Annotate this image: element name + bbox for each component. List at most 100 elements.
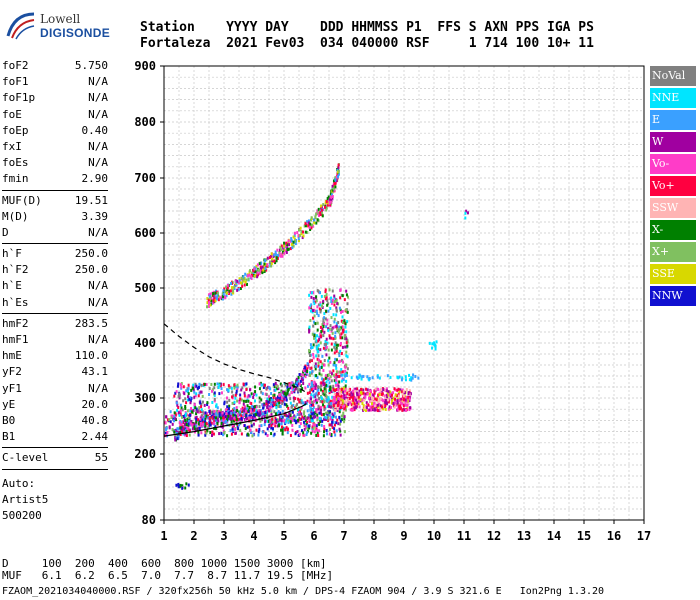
echo-point xyxy=(399,406,402,410)
echo-point xyxy=(261,416,264,420)
echo-point xyxy=(322,381,325,385)
echo-point xyxy=(321,377,324,381)
echo-point xyxy=(311,425,314,429)
echo-point xyxy=(373,391,376,395)
echo-point xyxy=(193,390,196,394)
echo-point xyxy=(402,392,405,396)
echo-point xyxy=(213,409,216,413)
echo-point xyxy=(316,357,319,361)
echo-point xyxy=(258,396,261,400)
echo-point xyxy=(299,422,302,426)
echo-point xyxy=(183,392,186,396)
second-hop-point xyxy=(266,256,269,260)
echo-point xyxy=(330,387,333,391)
echo-point xyxy=(345,404,348,408)
echo-point xyxy=(235,391,238,395)
echo-point xyxy=(340,394,343,398)
echo-point xyxy=(369,408,372,412)
echo-point xyxy=(318,366,321,370)
echo-point xyxy=(249,401,252,405)
x-tick-label: 5 xyxy=(280,529,287,543)
second-hop-point xyxy=(234,283,237,287)
echo-point xyxy=(320,330,323,334)
separator xyxy=(2,447,108,449)
echo-point xyxy=(332,337,335,341)
echo-point xyxy=(198,406,201,410)
second-hop-point xyxy=(330,193,333,197)
echo-point xyxy=(247,399,250,403)
echo-point xyxy=(329,399,332,403)
echo-point xyxy=(346,401,349,405)
echo-point xyxy=(343,420,346,424)
echo-point xyxy=(402,389,405,393)
echo-point xyxy=(205,382,208,386)
second-hop-point xyxy=(209,292,212,296)
o-trace-point xyxy=(213,421,216,425)
y-tick-label: 800 xyxy=(134,115,156,129)
echo-point xyxy=(325,342,328,346)
echo-point xyxy=(316,321,319,325)
echo-point xyxy=(466,211,469,215)
o-trace-point xyxy=(197,426,200,430)
echo-point xyxy=(331,289,334,293)
second-hop-point xyxy=(257,268,260,272)
param-value: 3.39 xyxy=(81,209,109,223)
echo-point xyxy=(305,401,308,405)
echo-point xyxy=(229,385,232,389)
echo-point xyxy=(428,341,431,345)
echo-point xyxy=(233,386,236,390)
echo-point xyxy=(324,390,327,394)
echo-point xyxy=(328,334,331,338)
o-trace-point xyxy=(253,408,256,412)
echo-point xyxy=(284,383,287,387)
echo-point xyxy=(285,414,288,418)
echo-point xyxy=(319,406,322,410)
echo-point xyxy=(178,413,181,417)
second-hop-point xyxy=(280,248,283,252)
second-hop-point xyxy=(300,232,303,236)
echo-point xyxy=(314,423,317,427)
echo-point xyxy=(329,375,332,379)
echo-point xyxy=(213,386,216,390)
separator xyxy=(2,243,108,245)
echo-point xyxy=(311,410,314,414)
echo-point xyxy=(412,373,415,377)
echo-point xyxy=(316,345,319,349)
o-trace-point xyxy=(208,421,211,425)
echo-point xyxy=(336,374,339,378)
o-trace-point xyxy=(243,413,246,417)
echo-point xyxy=(364,392,367,396)
y-tick-label: 300 xyxy=(134,391,156,405)
echo-point xyxy=(296,430,299,434)
echo-point xyxy=(210,410,213,414)
echo-point xyxy=(406,403,409,407)
echo-point xyxy=(316,431,319,435)
echo-point xyxy=(285,398,288,402)
echo-point xyxy=(309,406,312,410)
echo-point xyxy=(294,406,297,410)
echo-point xyxy=(332,404,335,408)
echo-point xyxy=(317,405,320,409)
echo-point xyxy=(388,398,391,402)
echo-point xyxy=(289,416,292,420)
echo-point xyxy=(210,382,213,386)
echo-point xyxy=(346,338,349,342)
auto-scaling-line: Auto: xyxy=(2,476,36,490)
o-trace-point xyxy=(217,419,220,423)
echo-point xyxy=(201,400,204,404)
o-trace-point xyxy=(299,379,302,383)
echo-point xyxy=(310,419,313,423)
second-hop-point xyxy=(240,276,243,280)
echo-point xyxy=(280,384,283,388)
echo-point xyxy=(181,408,184,412)
echo-point xyxy=(368,392,371,396)
echo-point xyxy=(298,413,301,417)
echo-point xyxy=(367,396,370,400)
echo-point xyxy=(245,399,248,403)
echo-point xyxy=(335,322,338,326)
o-trace-point xyxy=(239,417,242,421)
x-tick-label: 8 xyxy=(370,529,377,543)
echo-point xyxy=(174,413,177,417)
second-hop-point xyxy=(337,169,340,173)
distance-muf-table: D 100 200 400 600 800 1000 1500 3000 [km… xyxy=(2,558,333,582)
